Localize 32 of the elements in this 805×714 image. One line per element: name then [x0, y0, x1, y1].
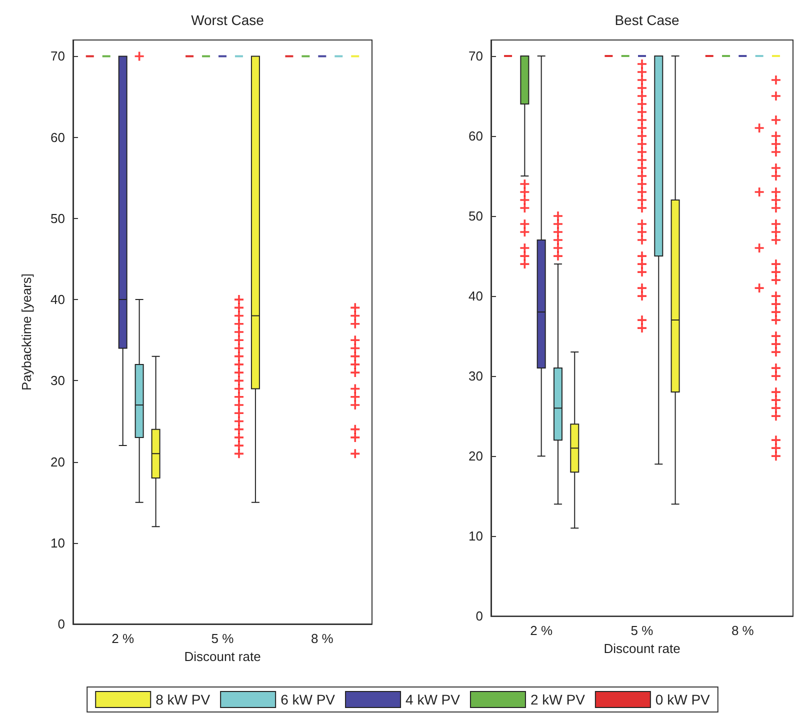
legend-label: 0 kW PV — [655, 692, 711, 708]
y-tick-label: 50 — [468, 208, 483, 224]
y-tick-label: 70 — [468, 48, 483, 64]
y-tick-label: 0 — [58, 616, 65, 632]
y-axis-title: Paybacktime [years] — [19, 273, 34, 391]
chart-title: Best Case — [614, 12, 680, 28]
x-axis-title: Discount rate — [184, 648, 261, 664]
legend-label: 8 kW PV — [156, 692, 211, 708]
chart-title: Worst Case — [191, 12, 264, 28]
y-tick-label: 40 — [468, 288, 483, 304]
legend-label: 6 kW PV — [280, 692, 336, 708]
y-tick-label: 60 — [50, 130, 65, 145]
x-tick-label: 8 % — [731, 623, 754, 638]
y-tick-label: 20 — [468, 448, 483, 464]
y-tick-label: 70 — [50, 48, 65, 64]
y-tick-label: 60 — [468, 128, 483, 144]
x-tick-label: 8 % — [310, 631, 334, 646]
x-tick-label: 5 % — [211, 631, 234, 646]
y-tick-label: 50 — [50, 210, 65, 226]
y-tick-label: 0 — [476, 608, 483, 624]
y-tick-label: 10 — [468, 528, 483, 544]
y-tick-label: 30 — [50, 373, 65, 388]
y-tick-label: 30 — [468, 368, 483, 384]
x-tick-label: 2 % — [112, 631, 134, 646]
x-tick-label: 2 % — [530, 623, 553, 638]
x-axis-title: Discount rate — [604, 641, 680, 656]
x-tick-label: 5 % — [630, 623, 654, 638]
y-tick-label: 10 — [50, 535, 65, 550]
y-tick-label: 40 — [50, 292, 65, 308]
legend-label: 2 kW PV — [530, 692, 586, 708]
y-tick-label: 20 — [50, 454, 65, 470]
legend-label: 4 kW PV — [406, 692, 461, 708]
